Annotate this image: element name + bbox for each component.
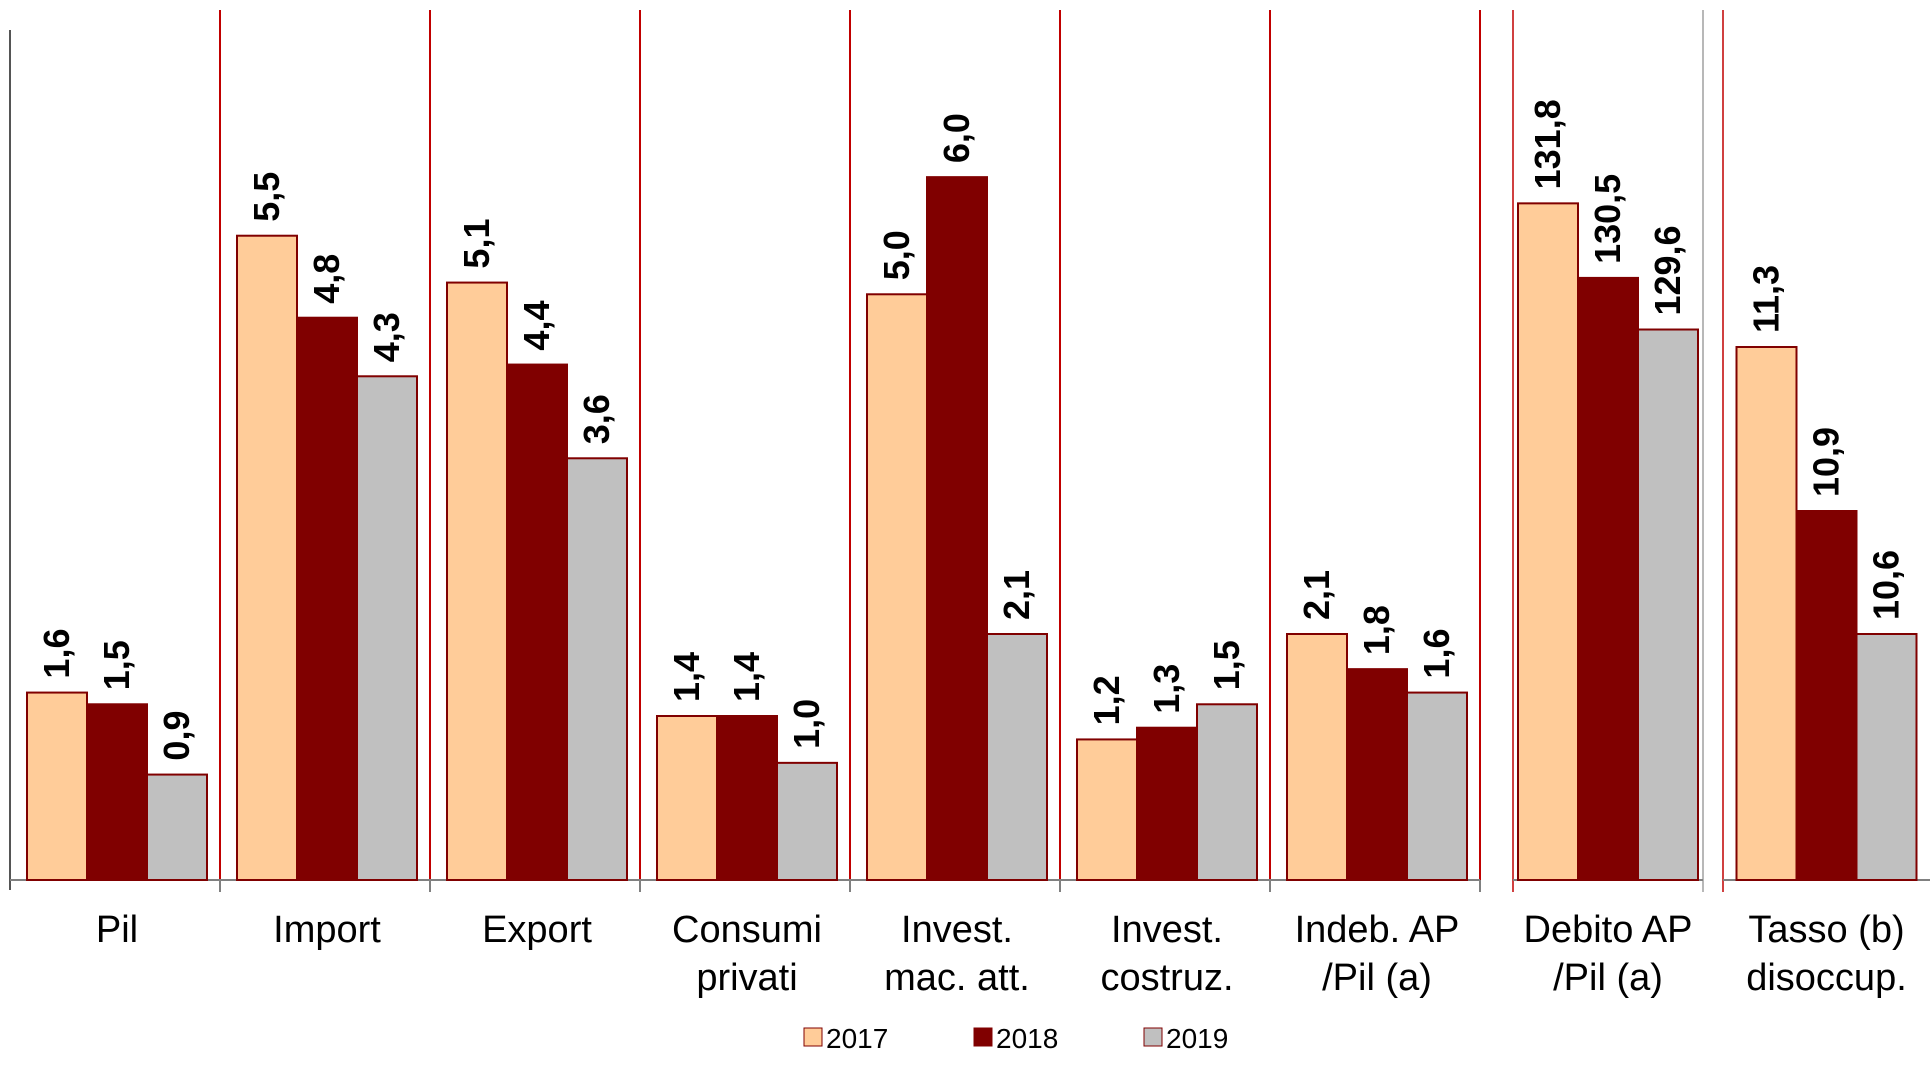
category-label: costruz.	[1100, 957, 1233, 999]
bar-2019	[1196, 703, 1258, 881]
legend-swatch-2019	[1143, 1027, 1163, 1047]
data-label: 1,0	[786, 699, 827, 749]
data-label: 10,9	[1806, 427, 1847, 497]
legend-swatch-2018	[973, 1027, 993, 1047]
category-label: mac. att.	[884, 957, 1030, 999]
bar-2017	[446, 281, 508, 882]
data-label: 2,1	[1296, 570, 1337, 620]
category-labels: Pil Import Export Consumi privati Invest. mac.…	[96, 909, 1907, 999]
category-label: Debito AP	[1524, 909, 1693, 951]
category-label: Invest.	[901, 909, 1013, 951]
data-label: 10,6	[1866, 550, 1907, 620]
legend-swatch-2017	[803, 1027, 823, 1047]
data-label: 6,0	[936, 113, 977, 163]
bar-2017	[656, 715, 718, 881]
bars	[26, 176, 1918, 882]
data-label: 1,3	[1146, 664, 1187, 714]
panel-separators	[219, 10, 1724, 892]
data-label: 1,8	[1356, 605, 1397, 655]
data-label: 4,3	[366, 312, 407, 362]
data-label: 0,9	[156, 711, 197, 761]
bar-2018	[1795, 510, 1858, 881]
bar-2019	[566, 457, 628, 881]
legend-label: 2017	[826, 1023, 888, 1054]
category-label: Import	[273, 909, 381, 951]
bar-2017	[1076, 738, 1138, 882]
data-label: 5,5	[246, 172, 287, 222]
category-label: Tasso (b)	[1748, 909, 1904, 951]
bar-2019	[1637, 328, 1699, 881]
data-labels: 1,6 1,5 0,9 5,5 4,8 4,3 5,1 4,4 3,6 1,4 1,4 1,0 5,0 6…	[36, 99, 1907, 760]
legend-label: 2019	[1166, 1023, 1228, 1054]
category-label: Indeb. AP	[1295, 909, 1460, 951]
bar-2018	[1577, 276, 1639, 881]
category-label: disoccup.	[1746, 957, 1907, 999]
bar-2019	[1406, 691, 1468, 881]
data-label: 11,3	[1746, 265, 1787, 333]
data-label: 130,5	[1587, 174, 1628, 264]
bar-2017	[236, 234, 298, 881]
data-label: 1,5	[1206, 640, 1247, 690]
bar-2017	[866, 293, 928, 881]
bar-2017	[26, 691, 88, 881]
bar-2019	[1855, 633, 1918, 881]
category-label: Invest.	[1111, 909, 1223, 951]
legend: 2017 2018 2019	[803, 1023, 1228, 1054]
category-label: /Pil (a)	[1322, 957, 1432, 999]
bar-2018	[1346, 668, 1408, 882]
data-label: 3,6	[576, 394, 617, 444]
data-label: 1,6	[1416, 629, 1457, 679]
data-label: 5,0	[876, 230, 917, 280]
bar-2018	[296, 316, 358, 881]
category-label: Export	[482, 909, 592, 951]
category-label: /Pil (a)	[1553, 957, 1663, 999]
data-label: 1,4	[666, 652, 707, 702]
data-label: 131,8	[1527, 99, 1568, 189]
bar-2019	[986, 633, 1048, 881]
data-label: 5,1	[456, 219, 497, 269]
bar-2017	[1735, 346, 1798, 881]
bar-2019	[146, 773, 208, 881]
bar-2018	[716, 715, 778, 881]
bar-2018	[926, 176, 988, 881]
bar-2019	[356, 375, 418, 881]
data-label: 4,8	[306, 254, 347, 304]
data-label: 129,6	[1647, 225, 1688, 315]
data-label: 1,2	[1086, 675, 1127, 725]
bar-2017	[1517, 202, 1579, 882]
legend-label: 2018	[996, 1023, 1058, 1054]
category-label: Consumi	[672, 909, 822, 951]
data-label: 2,1	[996, 570, 1037, 620]
data-label: 1,5	[96, 640, 137, 690]
bar-2018	[86, 703, 148, 881]
category-label: privati	[696, 957, 797, 999]
bar-2017	[1286, 633, 1348, 881]
data-label: 4,4	[516, 301, 557, 351]
category-label: Pil	[96, 909, 138, 951]
data-label: 1,4	[726, 652, 767, 702]
data-label: 1,6	[36, 629, 77, 679]
bar-2018	[506, 363, 568, 882]
bar-2018	[1136, 726, 1198, 882]
bar-2019	[776, 761, 838, 881]
